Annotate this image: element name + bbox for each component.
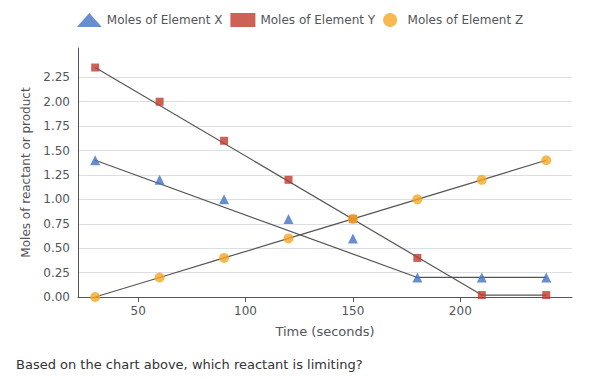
svg-text:100: 100 (234, 304, 257, 318)
svg-text:Time (seconds): Time (seconds) (274, 324, 374, 339)
svg-text:50: 50 (130, 304, 145, 318)
svg-text:1.75: 1.75 (43, 119, 70, 133)
svg-text:Moles of Element X: Moles of Element X (107, 13, 223, 27)
svg-text:Moles of Element Y: Moles of Element Y (260, 13, 375, 27)
svg-text:0.50: 0.50 (43, 241, 70, 255)
svg-text:150: 150 (341, 304, 364, 318)
svg-text:1.00: 1.00 (43, 192, 70, 206)
svg-text:Based on the chart above, whic: Based on the chart above, which reactant… (16, 357, 363, 372)
svg-text:0.75: 0.75 (43, 217, 70, 231)
svg-text:0.25: 0.25 (43, 266, 70, 280)
svg-text:1.25: 1.25 (43, 168, 70, 182)
svg-text:1.50: 1.50 (43, 144, 70, 158)
svg-text:0.00: 0.00 (43, 290, 70, 304)
svg-text:200: 200 (449, 304, 472, 318)
svg-text:Moles of Element Z: Moles of Element Z (408, 13, 524, 27)
svg-text:2.25: 2.25 (43, 70, 70, 84)
svg-text:Moles of reactant or product: Moles of reactant or product (19, 87, 33, 258)
svg-text:2.00: 2.00 (43, 95, 70, 109)
